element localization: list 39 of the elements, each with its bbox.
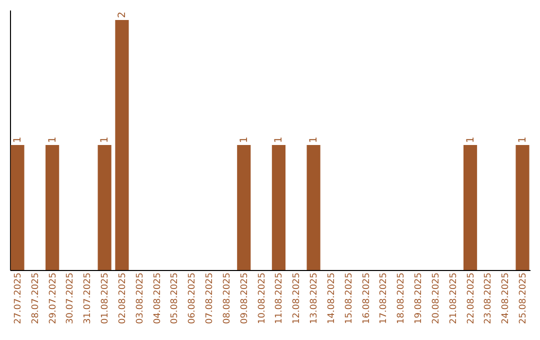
x-tick-label: 02.08.2025 [118,272,128,324]
x-tick-label: 06.08.2025 [188,272,198,324]
x-tick-label: 24.08.2025 [501,272,512,324]
x-tick-label: 16.08.2025 [362,272,372,324]
x-tick-label: 20.08.2025 [431,272,442,324]
x-tick-label: 23.08.2025 [484,272,494,324]
x-tick-label: 01.08.2025 [100,272,111,324]
x-tick-label: 31.07.2025 [83,272,94,324]
data-label: 1 [12,136,24,143]
x-tick-label: 19.08.2025 [414,272,424,324]
x-tick-label: 25.08.2025 [518,272,529,324]
data-label: 2 [116,12,128,18]
data-label: 1 [274,136,285,143]
data-label: 1 [47,136,58,143]
x-tick-label: 07.08.2025 [205,272,216,324]
x-tick-label: 11.08.2025 [274,272,285,324]
x-tick-label: 05.08.2025 [170,272,180,324]
x-tick-label: 27.07.2025 [13,272,24,324]
x-tick-label: 10.08.2025 [257,272,268,324]
x-tick-label: 13.08.2025 [310,272,320,324]
x-tick-label: 28.07.2025 [30,272,41,324]
data-label: 1 [465,136,476,143]
x-tick-label: 30.07.2025 [66,272,76,324]
x-tick-label: 09.08.2025 [240,272,250,324]
x-tick-label: 18.08.2025 [396,272,407,324]
x-tick-label: 21.08.2025 [448,272,459,324]
x-tick-label: 15.08.2025 [344,272,354,324]
x-tick-label: 14.08.2025 [326,272,337,324]
x-tick-label: 22.08.2025 [466,272,476,324]
data-label: 1 [238,136,250,143]
data-label: 1 [518,136,529,143]
data-label: 1 [308,136,320,143]
x-tick-label: 12.08.2025 [292,272,302,324]
x-tick-label: 08.08.2025 [222,272,232,324]
x-tick-label: 04.08.2025 [152,272,163,324]
x-tick-label: 03.08.2025 [135,272,146,324]
x-tick-label: 17.08.2025 [379,272,390,324]
x-tick-label: 29.07.2025 [48,272,58,324]
data-label: 1 [100,136,111,143]
